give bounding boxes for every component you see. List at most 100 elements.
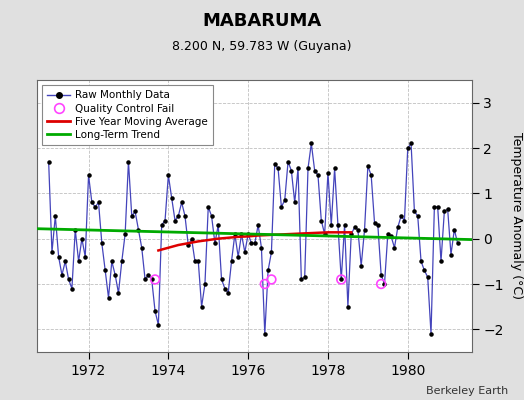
Point	[450, 226, 458, 233]
Point	[327, 222, 335, 228]
Point	[290, 199, 299, 206]
Point	[287, 168, 296, 174]
Point	[453, 240, 462, 246]
Point	[274, 165, 282, 172]
Point	[337, 276, 345, 283]
Point	[154, 322, 162, 328]
Point	[127, 213, 136, 219]
Point	[270, 161, 279, 167]
Point	[351, 224, 359, 230]
Point	[384, 231, 392, 237]
Text: 8.200 N, 59.783 W (Guyana): 8.200 N, 59.783 W (Guyana)	[172, 40, 352, 53]
Point	[433, 204, 442, 210]
Point	[141, 276, 149, 283]
Point	[221, 285, 229, 292]
Point	[131, 208, 139, 215]
Point	[88, 199, 96, 206]
Point	[48, 249, 56, 256]
Point	[71, 226, 80, 233]
Point	[347, 231, 355, 237]
Point	[321, 231, 329, 237]
Point	[264, 267, 272, 274]
Point	[430, 204, 439, 210]
Point	[317, 217, 325, 224]
Point	[341, 222, 349, 228]
Point	[377, 281, 385, 287]
Point	[191, 258, 199, 264]
Point	[114, 290, 123, 296]
Point	[267, 249, 276, 256]
Point	[111, 272, 119, 278]
Point	[64, 276, 73, 283]
Point	[277, 204, 286, 210]
Point	[188, 236, 196, 242]
Point	[344, 304, 352, 310]
Point	[158, 222, 166, 228]
Point	[423, 274, 432, 280]
Point	[168, 195, 176, 201]
Point	[184, 242, 192, 249]
Point	[234, 254, 243, 260]
Point	[224, 290, 233, 296]
Point	[54, 254, 63, 260]
Text: Berkeley Earth: Berkeley Earth	[426, 386, 508, 396]
Text: MABARUMA: MABARUMA	[202, 12, 322, 30]
Point	[307, 140, 315, 147]
Point	[68, 285, 76, 292]
Point	[254, 222, 263, 228]
Point	[284, 158, 292, 165]
Point	[324, 170, 332, 176]
Point	[377, 272, 385, 278]
Point	[331, 165, 339, 172]
Point	[78, 236, 86, 242]
Point	[101, 267, 110, 274]
Point	[97, 240, 106, 246]
Point	[357, 263, 365, 269]
Point	[137, 244, 146, 251]
Y-axis label: Temperature Anomaly (°C): Temperature Anomaly (°C)	[510, 132, 523, 300]
Point	[144, 272, 152, 278]
Point	[91, 204, 100, 210]
Point	[164, 172, 172, 178]
Point	[211, 240, 219, 246]
Point	[61, 258, 70, 264]
Point	[174, 213, 182, 219]
Point	[267, 276, 276, 283]
Point	[413, 213, 422, 219]
Point	[407, 140, 415, 147]
Point	[74, 258, 83, 264]
Point	[387, 233, 395, 240]
Point	[410, 208, 419, 215]
Point	[151, 276, 159, 283]
Point	[247, 240, 256, 246]
Point	[94, 199, 103, 206]
Point	[51, 213, 60, 219]
Point	[250, 240, 259, 246]
Point	[58, 272, 66, 278]
Point	[244, 231, 253, 237]
Point	[181, 213, 189, 219]
Point	[354, 226, 362, 233]
Point	[194, 258, 202, 264]
Point	[84, 172, 93, 178]
Point	[390, 244, 399, 251]
Point	[367, 172, 375, 178]
Point	[427, 331, 435, 337]
Point	[314, 172, 322, 178]
Point	[81, 254, 90, 260]
Point	[443, 206, 452, 212]
Point	[171, 217, 179, 224]
Point	[311, 168, 319, 174]
Point	[417, 258, 425, 264]
Point	[394, 224, 402, 230]
Point	[45, 158, 53, 165]
Point	[161, 217, 169, 224]
Point	[260, 331, 269, 337]
Point	[447, 251, 455, 258]
Point	[294, 165, 302, 172]
Point	[214, 222, 222, 228]
Point	[297, 276, 305, 283]
Point	[403, 145, 412, 151]
Point	[117, 258, 126, 264]
Point	[334, 222, 342, 228]
